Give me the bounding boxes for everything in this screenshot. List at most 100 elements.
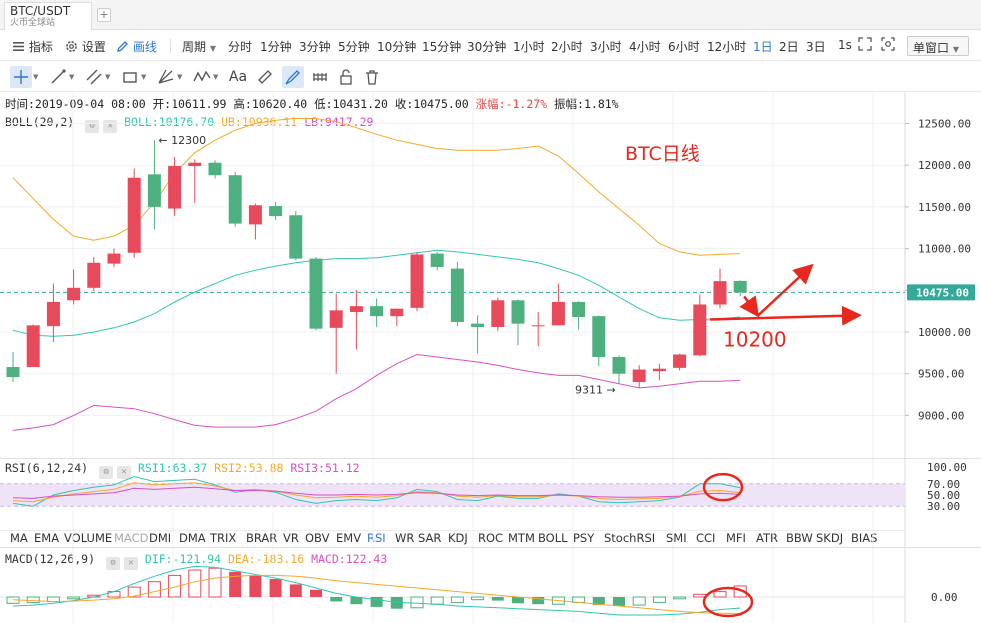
- indicator-tab-cci[interactable]: CCI: [696, 531, 716, 545]
- macd-bar: [249, 575, 262, 597]
- candle-body: [713, 281, 727, 305]
- fullscreen-icon[interactable]: [858, 37, 872, 54]
- macd-bar: [208, 567, 222, 598]
- caret-down-icon[interactable]: ▼: [105, 73, 111, 81]
- indicator-tab-dma[interactable]: DMA: [179, 531, 206, 545]
- crosshair-icon[interactable]: [10, 66, 32, 88]
- macd-bar: [430, 596, 444, 605]
- trash-icon[interactable]: [361, 66, 383, 88]
- close-icon[interactable]: ✕: [117, 466, 132, 479]
- period-13[interactable]: 12小时: [707, 40, 747, 54]
- line-icon[interactable]: [47, 66, 69, 88]
- price-axis: 12500.0012000.0011500.0011000.0010500.00…: [0, 118, 975, 422]
- rsi-tick-label: 30.00: [927, 500, 960, 513]
- period-6[interactable]: 15分钟: [422, 40, 462, 54]
- screenshot-icon[interactable]: [881, 37, 895, 54]
- seconds-button[interactable]: 1s: [838, 38, 852, 52]
- period-10[interactable]: 3小时: [590, 40, 622, 54]
- settings-button[interactable]: 设置: [65, 38, 106, 55]
- indicator-tab-emv[interactable]: EMV: [336, 531, 362, 545]
- drawing-toolbar: ▼ ▼ ▼ ▼ ▼ ▼ Aa: [0, 62, 981, 92]
- close-icon[interactable]: ✕: [123, 557, 138, 570]
- lock-icon[interactable]: [335, 66, 357, 88]
- indicator-tab-wr[interactable]: WR: [395, 531, 415, 545]
- caret-down-icon[interactable]: ▼: [33, 73, 39, 81]
- indicator-tab-dmi[interactable]: DMI: [149, 531, 172, 545]
- indicator-tab-sar[interactable]: SAR: [418, 531, 442, 545]
- indicator-tab-roc[interactable]: ROC: [478, 531, 504, 545]
- macd-bar: [127, 586, 141, 598]
- gear-icon[interactable]: ⚙: [105, 557, 120, 570]
- period-12[interactable]: 6小时: [668, 40, 700, 54]
- wave-icon[interactable]: [191, 66, 213, 88]
- macd-value: MACD:122.43: [311, 552, 388, 566]
- period-4[interactable]: 5分钟: [338, 40, 370, 54]
- period-9[interactable]: 2小时: [551, 40, 583, 54]
- parallel-lines-icon[interactable]: [83, 66, 105, 88]
- caret-down-icon[interactable]: ▼: [141, 73, 147, 81]
- indicator-tab-psy[interactable]: PSY: [573, 531, 595, 545]
- candle-body: [592, 316, 606, 358]
- boll-lb-line: [12, 353, 741, 431]
- info-time: 时间:2019-09-04 08:00: [5, 97, 146, 111]
- add-tab-button[interactable]: +: [97, 8, 111, 22]
- period-14[interactable]: 1日: [753, 40, 773, 54]
- caret-down-icon[interactable]: ▼: [177, 73, 183, 81]
- indicator-tab-trix[interactable]: TRIX: [210, 531, 237, 545]
- macd-panel: 0.00: [0, 565, 958, 618]
- indicator-tab-volume[interactable]: VOLUME: [64, 531, 113, 545]
- caret-down-icon[interactable]: ▼: [69, 73, 75, 81]
- indicator-tab-bias[interactable]: BIAS: [851, 531, 878, 545]
- indicator-tab-boll[interactable]: BOLL: [538, 531, 568, 545]
- rectangle-icon[interactable]: [119, 66, 141, 88]
- rsi-tick-label: 50.00: [927, 489, 960, 502]
- fork-icon[interactable]: [155, 66, 177, 88]
- price-tick-label: 9000.00: [918, 409, 964, 422]
- period-label: 周期: [182, 40, 207, 54]
- grid: [0, 92, 981, 623]
- dea-value: DEA:-183.16: [228, 552, 305, 566]
- magnet-icon[interactable]: [309, 66, 331, 88]
- candle-body: [430, 253, 444, 267]
- period-3[interactable]: 3分钟: [299, 40, 331, 54]
- brush-icon[interactable]: [282, 66, 304, 88]
- indicator-tab-obv[interactable]: OBV: [305, 531, 330, 545]
- caret-down-icon[interactable]: ▼: [213, 73, 219, 81]
- window-mode-select[interactable]: 单窗口 ▼: [907, 36, 969, 56]
- indicator-tab-stochrsi[interactable]: StochRSI: [604, 531, 656, 545]
- period-11[interactable]: 4小时: [629, 40, 661, 54]
- period-7[interactable]: 30分钟: [467, 40, 507, 54]
- text-icon[interactable]: Aa: [228, 69, 248, 85]
- gear-icon[interactable]: ⚙: [99, 466, 114, 479]
- indicator-tab-skdj[interactable]: SKDJ: [816, 531, 844, 545]
- tab-btc-usdt[interactable]: BTC/USDT 火币全球站: [4, 2, 92, 30]
- current-price-label: 10475.00: [916, 286, 969, 299]
- high-marker-label: ← 12300: [158, 134, 206, 147]
- period-16[interactable]: 3日: [806, 40, 826, 54]
- indicator-tab-kdj[interactable]: KDJ: [448, 531, 468, 545]
- indicator-tab-smi[interactable]: SMI: [666, 531, 687, 545]
- ruler-icon[interactable]: [254, 66, 276, 88]
- indicator-tab-ema[interactable]: EMA: [34, 531, 60, 545]
- indicator-tab-macd[interactable]: MACD: [114, 531, 149, 545]
- indicator-tab-mtm[interactable]: MTM: [508, 531, 535, 545]
- period-8[interactable]: 1小时: [513, 40, 545, 54]
- indicator-tab-ma[interactable]: MA: [10, 531, 28, 545]
- indicator-tab-brar[interactable]: BRAR: [246, 531, 278, 545]
- candle-body: [551, 301, 565, 326]
- indicators-button[interactable]: 指标: [12, 38, 53, 55]
- indicator-tab-rsi[interactable]: RSI: [367, 531, 386, 545]
- indicator-tab-mfi[interactable]: MFI: [726, 531, 746, 545]
- period-1[interactable]: 分时: [228, 40, 253, 54]
- draw-button[interactable]: 画线: [116, 38, 157, 55]
- period-dropdown[interactable]: 周期 ▼: [182, 38, 216, 55]
- macd-bar: [26, 596, 40, 603]
- indicator-tab-vr[interactable]: VR: [283, 531, 299, 545]
- indicator-tab-bbw[interactable]: BBW: [786, 531, 813, 545]
- period-15[interactable]: 2日: [779, 40, 799, 54]
- period-5[interactable]: 10分钟: [377, 40, 417, 54]
- candle-body: [370, 306, 384, 317]
- kline-chart[interactable]: 12500.0012000.0011500.0011000.0010500.00…: [0, 92, 981, 623]
- macd-bar: [673, 596, 687, 600]
- period-2[interactable]: 1分钟: [260, 40, 292, 54]
